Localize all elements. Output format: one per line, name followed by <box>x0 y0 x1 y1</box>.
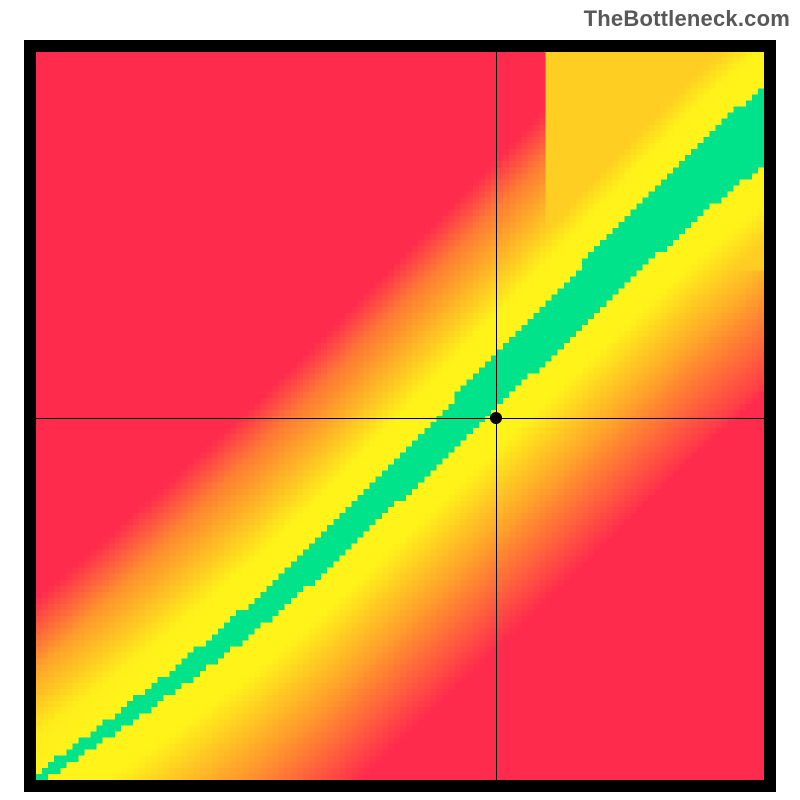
plot-border <box>24 40 776 792</box>
watermark-text: TheBottleneck.com <box>584 6 790 32</box>
chart-container: { "watermark": { "text": "TheBottleneck.… <box>0 0 800 800</box>
crosshair-horizontal <box>36 418 764 419</box>
heatmap-canvas <box>36 52 764 780</box>
crosshair-marker <box>490 412 502 424</box>
